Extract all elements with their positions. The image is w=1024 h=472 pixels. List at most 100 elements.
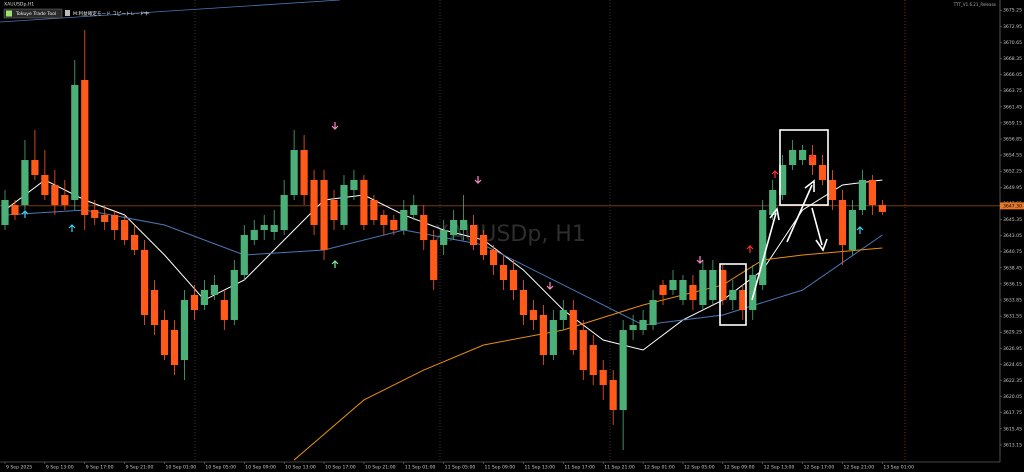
y-tick-label: 3659.15: [1003, 120, 1022, 126]
candle-body: [250, 230, 258, 241]
candle-body: [121, 220, 129, 241]
candle-body: [479, 234, 488, 256]
y-tick-label: 3668.35: [1003, 56, 1022, 62]
arrow: [811, 207, 823, 246]
candle-body: [380, 214, 388, 225]
candle-body: [111, 214, 119, 231]
y-tick-label: 3631.55: [1003, 314, 1022, 320]
candle-body: [11, 205, 19, 215]
candle-body: [131, 234, 139, 250]
x-tick-label: 9 Sep 17:00: [86, 465, 114, 471]
candle-body: [180, 300, 189, 361]
candle-body: [689, 284, 697, 301]
candle-body: [579, 329, 587, 371]
candle-body: [679, 280, 687, 301]
candle-body: [200, 290, 208, 305]
candle-body: [310, 179, 318, 225]
candle-body: [559, 310, 567, 320]
candle-body: [360, 179, 368, 225]
arrow: [751, 212, 777, 301]
x-tick-label: 10 Sep 09:00: [245, 465, 276, 471]
candle-body: [868, 179, 876, 206]
x-tick-label: 12 Sep 09:00: [724, 465, 755, 471]
x-tick-label: 12 Sep 13:00: [764, 465, 795, 471]
candle-body: [400, 210, 408, 231]
candle-body: [460, 220, 468, 231]
buy-signal: [746, 245, 754, 253]
version-text: TTT_V1.6.21_Release: [953, 2, 997, 7]
candle-body: [719, 269, 727, 301]
candle-body: [549, 319, 557, 355]
x-tick-label: 9 Sep 2025: [6, 465, 32, 471]
buy-signal: [331, 260, 339, 268]
y-tick-label: 3645.35: [1003, 217, 1022, 223]
candle-body: [420, 214, 428, 241]
arrow-head: [804, 179, 815, 192]
candle-body: [51, 185, 59, 206]
indicator-line: [293, 247, 883, 461]
candle-body: [699, 269, 707, 305]
candle-body: [789, 150, 797, 165]
buy-signal: [68, 224, 76, 232]
y-tick-label: 3626.95: [1003, 346, 1022, 352]
button-icon: [6, 10, 12, 17]
y-tick-label: 3640.75: [1003, 249, 1022, 255]
trade-tool-button[interactable]: Tokuye Trade Tool: [3, 8, 63, 19]
y-tick-label: 3666.05: [1003, 72, 1022, 78]
candle-body: [150, 290, 159, 326]
button-label[interactable]: Tokuye Trade Tool: [15, 11, 56, 17]
x-tick-label: 12 Sep 17:00: [804, 465, 835, 471]
candle-body: [609, 380, 617, 410]
y-tick-label: 3670.65: [1003, 40, 1022, 46]
y-tick-label: 3622.35: [1003, 378, 1022, 384]
candle-body: [828, 179, 837, 200]
y-tick-label: 3649.95: [1003, 185, 1022, 191]
buy-signal: [771, 170, 779, 178]
buy-signal: [808, 154, 816, 162]
y-tick-label: 3629.25: [1003, 330, 1022, 336]
candle-body: [878, 205, 886, 212]
x-tick-label: 9 Sep 13:00: [46, 465, 74, 471]
candle-body: [729, 290, 737, 301]
x-tick-label: 12 Sep 05:00: [684, 465, 715, 471]
candle-body: [230, 269, 238, 320]
candle-body: [21, 160, 29, 206]
candle-body: [41, 175, 49, 196]
candle-body: [450, 220, 458, 235]
candle-body: [519, 290, 528, 315]
arrow: [786, 184, 813, 243]
candle-body: [71, 84, 79, 200]
candle-body: [848, 210, 857, 250]
candle-body: [91, 210, 99, 218]
x-tick-label: 11 Sep 21:00: [604, 465, 635, 471]
buy-signal: [21, 210, 29, 218]
candle-body: [390, 220, 398, 231]
arrow-head: [769, 207, 780, 221]
candle-body: [469, 224, 478, 245]
x-tick-label: 12 Sep 21:00: [843, 465, 874, 471]
candle-body: [370, 199, 378, 221]
y-tick-label: 3654.55: [1003, 153, 1022, 159]
candle-body: [440, 230, 448, 245]
y-tick-label: 3636.15: [1003, 281, 1022, 287]
buy-signal: [856, 226, 864, 234]
x-tick-label: 10 Sep 13:00: [285, 465, 316, 471]
candle-body: [639, 319, 647, 330]
candle-body: [320, 179, 328, 250]
candle-body: [529, 310, 538, 320]
candle-body: [599, 370, 607, 385]
candle-body: [290, 150, 298, 196]
sell-signal: [331, 122, 339, 130]
x-tick-label: 11 Sep 17:00: [564, 465, 595, 471]
status-icon: [65, 10, 70, 16]
candle-body: [659, 284, 667, 295]
candle-body: [509, 269, 518, 291]
x-tick-label: 11 Sep 01:00: [405, 465, 436, 471]
highlight-box: [719, 263, 747, 326]
price-tag: [1000, 202, 1024, 210]
candle-body: [779, 164, 787, 196]
candle-body: [589, 345, 597, 375]
button-frame[interactable]: [3, 8, 63, 19]
watermark: XAUUSDp, H1: [434, 222, 586, 247]
